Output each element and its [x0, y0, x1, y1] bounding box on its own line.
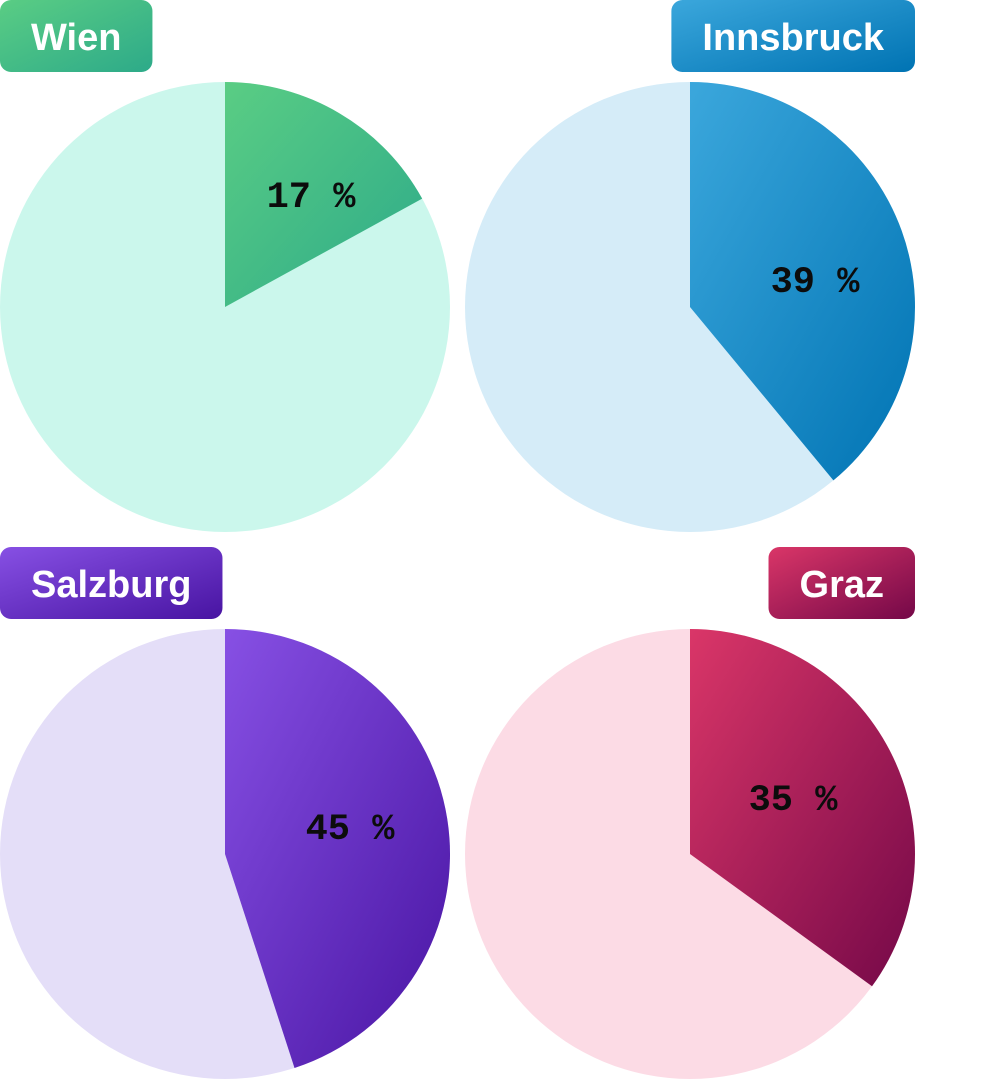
pie-slice-salzburg — [225, 629, 451, 1068]
city-badge-salzburg — [0, 547, 223, 619]
pie-slice-graz — [690, 629, 915, 987]
city-label-innsbruck: Innsbruck — [702, 17, 884, 59]
pie-slice-wien — [225, 82, 423, 307]
city-badge-wien — [0, 0, 153, 72]
city-label-wien: Wien — [31, 17, 121, 59]
chart-graz: Graz 35 % — [465, 547, 915, 1079]
city-badge-innsbruck — [671, 0, 915, 72]
pie-slice-innsbruck — [690, 82, 916, 481]
city-label-salzburg: Salzburg — [31, 564, 191, 606]
chart-wien: Wien 17 % — [0, 0, 450, 532]
chart-innsbruck: Innsbruck 39 % — [465, 0, 916, 532]
city-badge-graz — [768, 547, 915, 619]
value-label-salzburg: 45 % — [306, 809, 396, 851]
value-label-innsbruck: 39 % — [771, 262, 861, 304]
value-label-graz: 35 % — [749, 780, 839, 822]
city-label-graz: Graz — [800, 564, 884, 606]
chart-salzburg: Salzburg 45 % — [0, 547, 451, 1079]
value-label-wien: 17 % — [267, 177, 357, 219]
